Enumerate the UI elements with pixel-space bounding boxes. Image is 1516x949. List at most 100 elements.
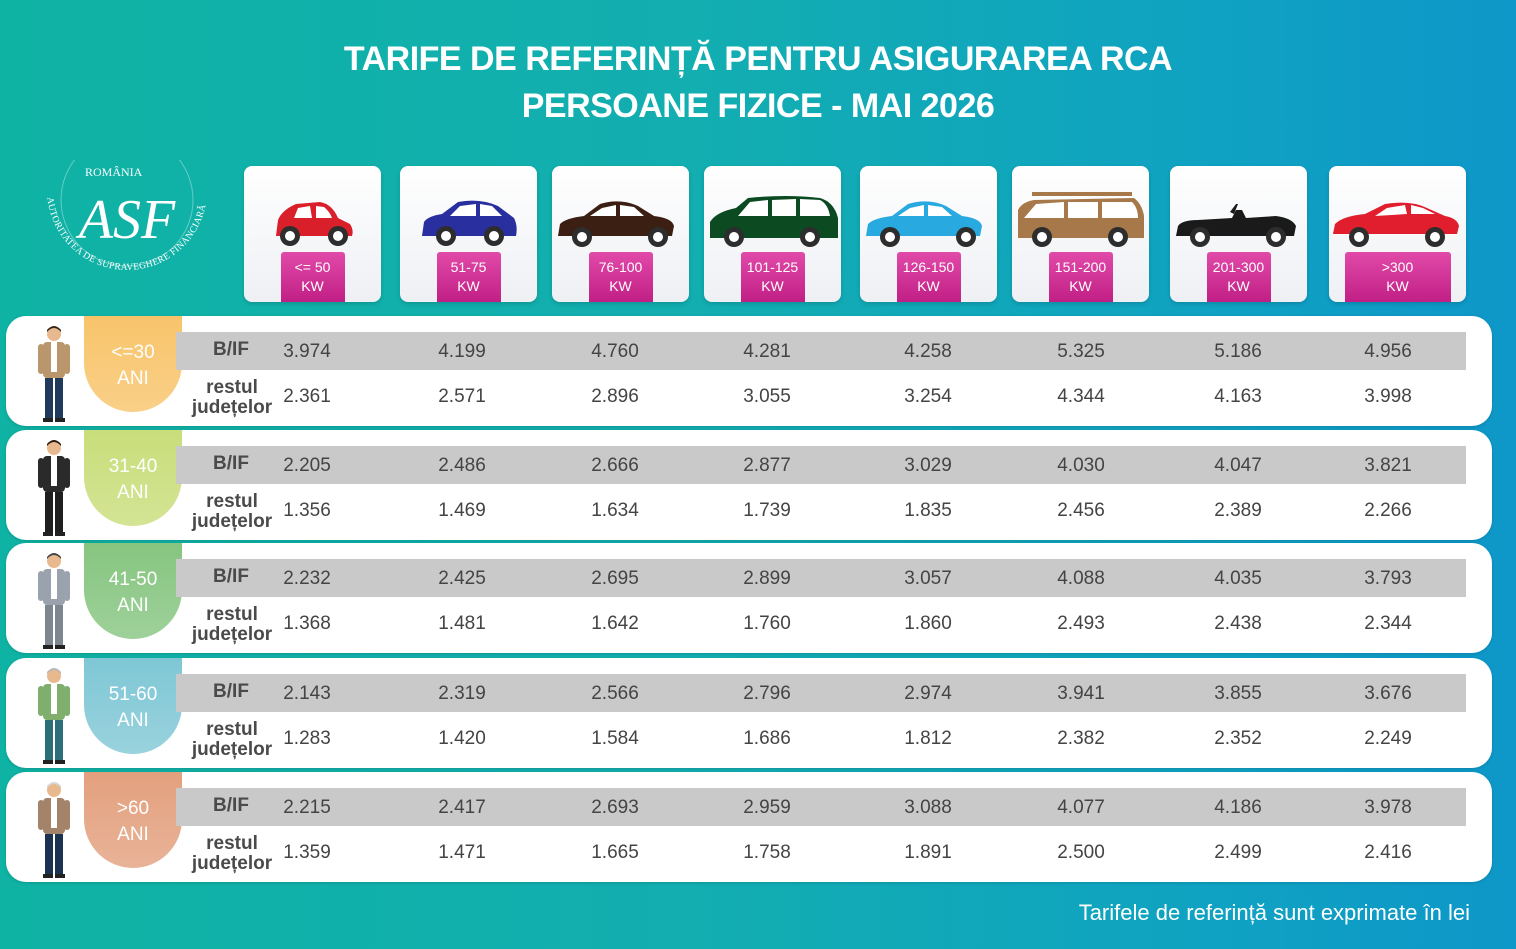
power-card: >300 KW (1329, 166, 1466, 302)
bif-value: 2.666 (591, 455, 639, 476)
rest-value: 2.416 (1364, 842, 1412, 863)
age-range: 51-60 (108, 684, 158, 705)
bif-value: 2.693 (591, 797, 639, 818)
power-unit: KW (301, 278, 324, 294)
bif-value: 2.143 (283, 683, 331, 704)
power-unit: KW (1227, 278, 1250, 294)
rest-value: 3.055 (743, 386, 791, 407)
rest-value: 4.163 (1214, 386, 1262, 407)
rest-value: 1.891 (904, 842, 952, 863)
age-group-row: 51-60 ANI B/IF restul județelor 2.143 2.3… (6, 658, 1492, 768)
power-card: 51-75 KW (400, 166, 537, 302)
bif-value: 3.793 (1364, 568, 1412, 589)
bif-value: 3.029 (904, 455, 952, 476)
rest-value: 1.471 (438, 842, 486, 863)
power-range: <= 50 (294, 259, 331, 275)
bif-value: 2.232 (283, 568, 331, 589)
power-range-badge: 101-125 KW (740, 252, 805, 302)
rest-value: 1.835 (904, 500, 952, 521)
power-range-badge: 51-75 KW (436, 252, 501, 302)
rest-label-line2: județelor (191, 624, 273, 645)
rest-label-line1: restul (206, 604, 258, 625)
power-card: 126-150 KW (860, 166, 997, 302)
sedan-icon (865, 201, 982, 247)
rest-label-line1: restul (206, 719, 258, 740)
footer-note: Tarifele de referință sunt exprimate în … (1078, 900, 1470, 925)
bif-value: 2.877 (743, 455, 791, 476)
age-group-row: <=30 ANI B/IF restul județelor 3.974 4.19… (6, 316, 1492, 426)
age-unit: ANI (117, 595, 149, 616)
rest-label-line1: restul (206, 491, 258, 512)
rest-value: 3.998 (1364, 386, 1412, 407)
rest-value: 2.438 (1214, 613, 1262, 634)
rest-label: restul județelor (180, 378, 284, 418)
bif-label: B/IF (213, 566, 249, 587)
rest-label-line2: județelor (191, 739, 273, 760)
power-unit: KW (917, 278, 940, 294)
age-badge: >60 ANI (84, 772, 182, 868)
rest-value: 1.481 (438, 613, 486, 634)
bif-value: 2.486 (438, 455, 486, 476)
rest-value: 2.344 (1364, 613, 1412, 634)
rest-label: restul județelor (180, 492, 284, 532)
rest-label-line2: județelor (191, 853, 273, 874)
power-range: >300 (1381, 259, 1414, 275)
rest-value: 3.254 (904, 386, 952, 407)
asf-logo: ROMÂNIA AUTORITATEA DE SUPRAVEGHERE FINA… (44, 160, 208, 270)
rest-value: 1.283 (283, 728, 331, 749)
suv-icon (1017, 192, 1144, 247)
age-unit: ANI (117, 482, 149, 503)
power-range: 151-200 (1054, 259, 1107, 275)
power-range-badge: <= 50 KW (280, 252, 345, 302)
logo-monogram: ASF (75, 189, 176, 251)
power-range-badge: 126-150 KW (896, 252, 961, 302)
power-card: 76-100 KW (552, 166, 689, 302)
rest-label-line2: județelor (191, 511, 273, 532)
rest-value: 1.420 (438, 728, 486, 749)
bif-label: B/IF (213, 795, 249, 816)
bif-label: B/IF (213, 453, 249, 474)
bif-band (176, 674, 1466, 712)
age-badge: <=30 ANI (84, 316, 182, 412)
rest-value: 2.361 (283, 386, 331, 407)
bif-label: B/IF (213, 681, 249, 702)
rest-value: 2.493 (1057, 613, 1105, 634)
bif-value: 2.425 (438, 568, 486, 589)
power-range: 201-300 (1212, 259, 1265, 275)
power-unit: KW (761, 278, 784, 294)
logo-top-text: ROMÂNIA (85, 165, 143, 179)
rest-value: 1.665 (591, 842, 639, 863)
bif-value: 3.676 (1364, 683, 1412, 704)
power-card: <= 50 KW (244, 166, 381, 302)
age-group-row: >60 ANI B/IF restul județelor 2.215 2.417… (6, 772, 1492, 882)
bif-value: 4.186 (1214, 797, 1262, 818)
power-range-badge: 151-200 KW (1048, 252, 1113, 302)
age-unit: ANI (117, 824, 149, 845)
bif-value: 3.088 (904, 797, 952, 818)
bif-value: 3.974 (283, 341, 331, 362)
power-range: 101-125 (746, 259, 799, 275)
rest-value: 2.571 (438, 386, 486, 407)
power-unit: KW (609, 278, 632, 294)
bif-label: B/IF (213, 339, 249, 360)
bif-value: 3.057 (904, 568, 952, 589)
power-range: 126-150 (902, 259, 955, 275)
age-badge: 51-60 ANI (84, 658, 182, 754)
rest-label-line1: restul (206, 377, 258, 398)
age-badge: 31-40 ANI (84, 430, 182, 526)
page-title: TARIFE DE REFERINȚĂ PENTRU ASIGURAREA RC… (343, 40, 1173, 78)
bif-value: 2.215 (283, 797, 331, 818)
bif-value: 4.077 (1057, 797, 1105, 818)
bif-value: 3.855 (1214, 683, 1262, 704)
bif-value: 2.417 (438, 797, 486, 818)
power-range: 51-75 (450, 259, 487, 275)
rest-value: 1.686 (743, 728, 791, 749)
rest-value: 2.266 (1364, 500, 1412, 521)
rest-label-line1: restul (206, 833, 258, 854)
bif-band (176, 332, 1466, 370)
rest-value: 2.456 (1057, 500, 1105, 521)
rest-value: 1.739 (743, 500, 791, 521)
bif-value: 4.258 (904, 341, 952, 362)
bif-band (176, 788, 1466, 826)
bif-value: 2.796 (743, 683, 791, 704)
